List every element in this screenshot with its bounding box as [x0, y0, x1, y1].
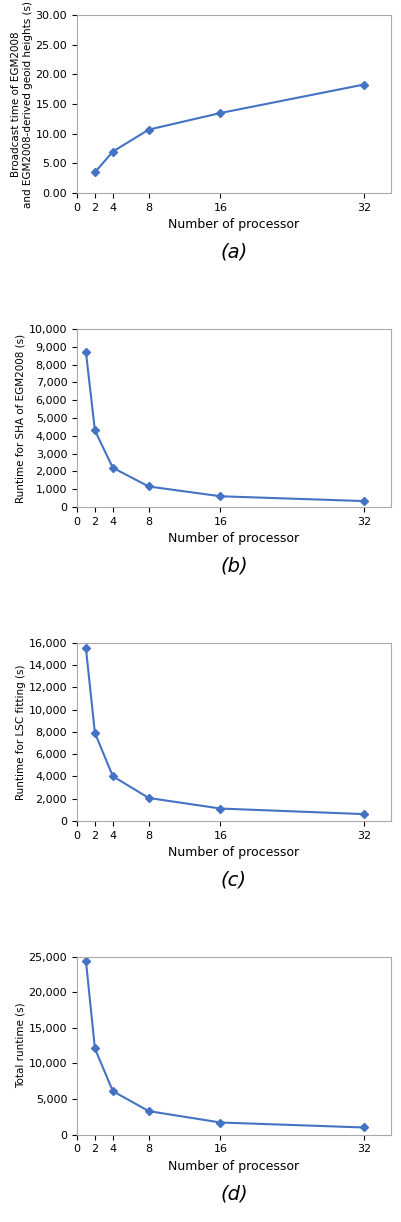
- Y-axis label: Runtime for LSC fitting (s): Runtime for LSC fitting (s): [16, 664, 26, 799]
- Text: (a): (a): [220, 243, 247, 262]
- Text: (c): (c): [221, 870, 246, 890]
- X-axis label: Number of processor: Number of processor: [168, 846, 299, 859]
- Y-axis label: Broadcast time of EGM2008
and EGM2008-derived geoid heights (s): Broadcast time of EGM2008 and EGM2008-de…: [11, 1, 32, 208]
- Y-axis label: Total runtime (s): Total runtime (s): [16, 1003, 26, 1089]
- X-axis label: Number of processor: Number of processor: [168, 219, 299, 231]
- Y-axis label: Runtime for SHA of EGM2008 (s): Runtime for SHA of EGM2008 (s): [16, 334, 26, 502]
- Text: (b): (b): [220, 557, 247, 576]
- X-axis label: Number of processor: Number of processor: [168, 533, 299, 545]
- X-axis label: Number of processor: Number of processor: [168, 1160, 299, 1173]
- Text: (d): (d): [220, 1184, 247, 1204]
